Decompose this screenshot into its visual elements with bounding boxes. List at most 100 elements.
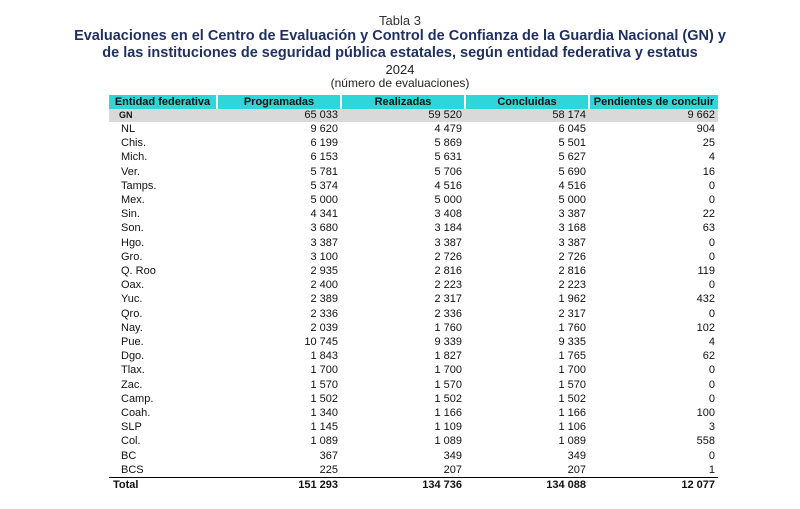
cell-pendientes: 558 (696, 435, 715, 448)
cell-pendientes: 0 (708, 250, 715, 263)
cell-realizadas: 207 (443, 463, 462, 476)
cell-concluidas: 5 501 (558, 137, 586, 150)
table-number: Tabla 3 (379, 13, 421, 28)
table-title-line-2: de las instituciones de seguridad públic… (102, 45, 698, 61)
cell-programadas: 4 341 (310, 208, 338, 221)
table-row: Q. Roo 2 935 2 816 2 816 119 (109, 264, 718, 278)
cell-realizadas: 1 502 (434, 392, 462, 405)
cell-concluidas: 1 760 (558, 321, 586, 334)
cell-pendientes: 25 (702, 137, 715, 150)
cell-pendientes: 0 (708, 378, 715, 391)
cell-pendientes: 3 (708, 421, 715, 434)
cell-realizadas: 5 869 (434, 137, 462, 150)
cell-programadas: 3 680 (310, 222, 338, 235)
cell-programadas: 1 570 (310, 378, 338, 391)
evaluations-table: Entidad federativa Programadas Realizada… (109, 95, 718, 493)
table-unit: (número de evaluaciones) (330, 76, 470, 90)
cell-realizadas: 1 827 (434, 350, 462, 363)
cell-concluidas: 4 516 (558, 179, 586, 192)
total-pendientes: 12 077 (589, 477, 718, 493)
cell-programadas: 2 935 (310, 265, 338, 278)
cell-realizadas: 9 339 (434, 336, 462, 349)
cell-pendientes: 0 (708, 449, 715, 462)
cell-programadas: 1 145 (310, 421, 338, 434)
cell-programadas: 1 089 (310, 435, 338, 448)
cell-realizadas: 4 479 (434, 123, 462, 135)
cell-programadas: 3 387 (310, 236, 338, 249)
cell-entity: Mich. (121, 151, 148, 164)
table-year: 2024 (385, 62, 415, 77)
total-realizadas: 134 736 (341, 477, 465, 493)
cell-entity: Pue. (121, 336, 144, 349)
table-row: Col. 1 089 1 089 1 089 558 (109, 434, 718, 448)
cell-realizadas: 1 166 (434, 407, 462, 420)
table-caption: Tabla 3 Evaluaciones en el Centro de Eva… (0, 13, 800, 90)
table-row: Mex. 5 000 5 000 5 000 0 (109, 193, 718, 207)
cell-concluidas: 5 627 (558, 151, 586, 164)
cell-programadas: 225 (319, 463, 338, 476)
table-row: NL 9 620 4 479 6 045 904 (109, 122, 718, 136)
gn-pendientes: 9 662 (589, 109, 718, 122)
cell-programadas: 1 843 (310, 350, 338, 363)
cell-pendientes: 0 (708, 364, 715, 377)
cell-entity: Son. (121, 222, 144, 235)
cell-entity: Qro. (121, 307, 143, 320)
cell-entity: Dgo. (121, 350, 145, 363)
cell-pendientes: 0 (708, 279, 715, 292)
cell-realizadas: 4 516 (434, 179, 462, 192)
cell-entity: Chis. (121, 137, 147, 150)
cell-entity: Ver. (121, 165, 140, 178)
header-entidad: Entidad federativa (109, 95, 218, 109)
cell-realizadas: 2 223 (434, 279, 462, 292)
cell-pendientes: 432 (696, 293, 715, 306)
cell-entity: BCS (121, 463, 144, 476)
cell-realizadas: 5 631 (434, 151, 462, 164)
cell-realizadas: 2 317 (434, 293, 462, 306)
cell-programadas: 2 039 (310, 321, 338, 334)
table-row: Coah. 1 340 1 166 1 166 100 (109, 406, 718, 420)
table-header-row: Entidad federativa Programadas Realizada… (109, 95, 718, 109)
cell-programadas: 3 100 (310, 250, 338, 263)
table-row: Pue. 10 745 9 339 9 335 4 (109, 335, 718, 349)
cell-entity: Hgo. (121, 236, 145, 249)
table-row: Mich. 6 153 5 631 5 627 4 (109, 150, 718, 164)
cell-concluidas: 1 570 (558, 378, 586, 391)
cell-entity: Gro. (121, 250, 143, 263)
table-row: Nay. 2 039 1 760 1 760 102 (109, 321, 718, 335)
table-row: Yuc. 2 389 2 317 1 962 432 (109, 292, 718, 306)
cell-concluidas: 1 106 (558, 421, 586, 434)
cell-pendientes: 1 (708, 463, 715, 476)
cell-programadas: 5 781 (310, 165, 338, 178)
cell-entity: Zac. (121, 378, 143, 391)
cell-pendientes: 0 (708, 236, 715, 249)
cell-programadas: 367 (319, 449, 338, 462)
table-row: Chis. 6 199 5 869 5 501 25 (109, 136, 718, 150)
cell-concluidas: 2 317 (558, 307, 586, 320)
header-programadas: Programadas (217, 95, 342, 109)
table-row: Dgo. 1 843 1 827 1 765 62 (109, 349, 718, 363)
cell-programadas: 9 620 (310, 123, 338, 135)
cell-concluidas: 1 962 (558, 293, 586, 306)
cell-entity: Oax. (121, 279, 145, 292)
cell-entity: Coah. (121, 407, 151, 420)
cell-programadas: 2 400 (310, 279, 338, 292)
cell-concluidas: 349 (567, 449, 586, 462)
gn-row: GN 65 033 59 520 58 174 9 662 (109, 109, 718, 122)
gn-programadas: 65 033 (217, 109, 341, 122)
cell-realizadas: 1 570 (434, 378, 462, 391)
cell-concluidas: 9 335 (558, 336, 586, 349)
cell-pendientes: 62 (702, 350, 715, 363)
cell-programadas: 6 199 (310, 137, 338, 150)
cell-concluidas: 3 387 (558, 236, 586, 249)
cell-pendientes: 63 (702, 222, 715, 235)
cell-realizadas: 5 000 (434, 194, 462, 207)
table-row: Qro. 2 336 2 336 2 317 0 (109, 307, 718, 321)
cell-entity: NL (121, 123, 136, 135)
cell-concluidas: 1 700 (558, 364, 586, 377)
cell-concluidas: 3 387 (558, 208, 586, 221)
cell-entity: Camp. (121, 392, 154, 405)
table-row: Hgo. 3 387 3 387 3 387 0 (109, 236, 718, 250)
cell-programadas: 2 336 (310, 307, 338, 320)
cell-realizadas: 1 089 (434, 435, 462, 448)
cell-realizadas: 5 706 (434, 165, 462, 178)
